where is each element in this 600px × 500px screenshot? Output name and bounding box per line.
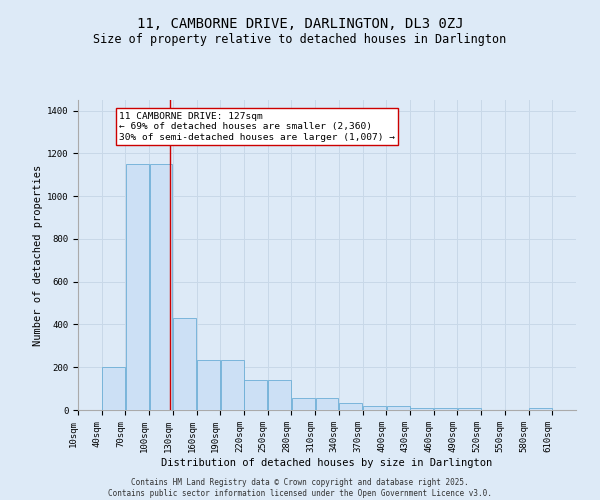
Bar xyxy=(339,402,362,410)
Y-axis label: Number of detached properties: Number of detached properties xyxy=(32,164,43,346)
Bar xyxy=(244,380,268,410)
Bar xyxy=(410,408,433,410)
Text: Contains HM Land Registry data © Crown copyright and database right 2025.
Contai: Contains HM Land Registry data © Crown c… xyxy=(108,478,492,498)
Bar xyxy=(386,406,410,410)
Bar xyxy=(197,360,220,410)
Bar xyxy=(221,360,244,410)
X-axis label: Distribution of detached houses by size in Darlington: Distribution of detached houses by size … xyxy=(161,458,493,468)
Text: 11 CAMBORNE DRIVE: 127sqm
← 69% of detached houses are smaller (2,360)
30% of se: 11 CAMBORNE DRIVE: 127sqm ← 69% of detac… xyxy=(119,112,395,142)
Bar xyxy=(316,398,338,410)
Bar xyxy=(292,398,315,410)
Bar xyxy=(434,408,457,410)
Text: 11, CAMBORNE DRIVE, DARLINGTON, DL3 0ZJ: 11, CAMBORNE DRIVE, DARLINGTON, DL3 0ZJ xyxy=(137,18,463,32)
Bar xyxy=(529,408,552,410)
Bar xyxy=(268,380,291,410)
Bar xyxy=(173,318,196,410)
Bar xyxy=(126,164,149,410)
Bar xyxy=(458,408,481,410)
Bar xyxy=(102,367,125,410)
Text: Size of property relative to detached houses in Darlington: Size of property relative to detached ho… xyxy=(94,32,506,46)
Bar xyxy=(363,406,386,410)
Bar xyxy=(149,164,172,410)
